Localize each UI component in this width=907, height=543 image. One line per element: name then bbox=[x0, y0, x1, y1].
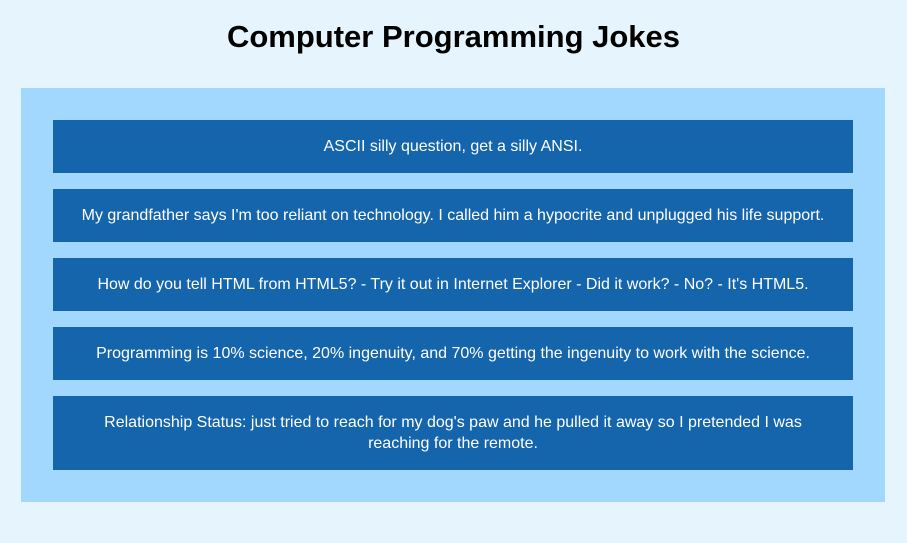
page-title: Computer Programming Jokes bbox=[226, 19, 681, 54]
joke-card: Programming is 10% science, 20% ingenuit… bbox=[53, 327, 853, 380]
joke-text: My grandfather says I'm too reliant on t… bbox=[81, 207, 825, 224]
joke-card: ASCII silly question, get a silly ANSI. bbox=[53, 120, 853, 173]
joke-card: How do you tell HTML from HTML5? - Try i… bbox=[53, 258, 853, 311]
joke-text: ASCII silly question, get a silly ANSI. bbox=[323, 138, 583, 155]
joke-text: Programming is 10% science, 20% ingenuit… bbox=[96, 345, 810, 362]
joke-card: Relationship Status: just tried to reach… bbox=[53, 396, 853, 470]
joke-text: How do you tell HTML from HTML5? - Try i… bbox=[97, 276, 809, 293]
joke-card: My grandfather says I'm too reliant on t… bbox=[53, 189, 853, 242]
joke-text: Relationship Status: just tried to reach… bbox=[104, 414, 802, 452]
jokes-panel: ASCII silly question, get a silly ANSI. … bbox=[21, 88, 885, 502]
